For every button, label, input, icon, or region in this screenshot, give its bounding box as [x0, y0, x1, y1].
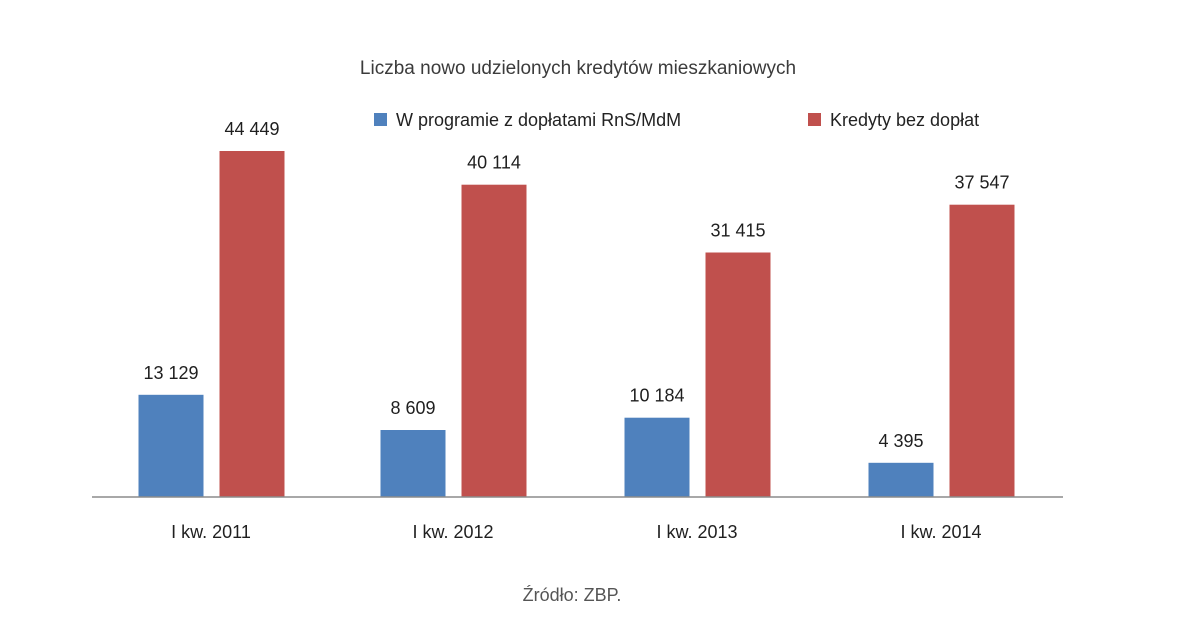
x-tick-label-2: I kw. 2012	[412, 522, 493, 542]
bar-series2-2	[461, 184, 527, 497]
data-label-series2-4: 37 547	[954, 173, 1009, 193]
bar-series2-3	[705, 252, 771, 497]
data-label-series1-4: 4 395	[878, 431, 923, 451]
data-label-series2-3: 31 415	[710, 221, 765, 241]
x-tick-label-1: I kw. 2011	[171, 522, 251, 542]
bar-series1-1	[138, 394, 204, 497]
bar-series2-4	[949, 204, 1015, 497]
source-note: Źródło: ZBP.	[523, 585, 622, 605]
x-tick-label-3: I kw. 2013	[656, 522, 737, 542]
legend-swatch-2	[808, 113, 821, 126]
data-label-series2-2: 40 114	[467, 153, 521, 173]
bars-group	[138, 151, 1015, 497]
legend-label-2: Kredyty bez dopłat	[830, 110, 979, 130]
data-label-series1-1: 13 129	[143, 363, 198, 383]
data-label-series1-2: 8 609	[390, 398, 435, 418]
bar-series1-2	[380, 430, 446, 497]
legend-label-1: W programie z dopłatami RnS/MdM	[396, 110, 681, 130]
data-label-series2-1: 44 449	[224, 119, 279, 139]
data-labels-group: 13 129 8 609 10 184 4 395 44 449 40 114 31 415…	[143, 119, 1009, 451]
x-tick-label-4: I kw. 2014	[900, 522, 981, 542]
x-tick-labels: I kw. 2011 I kw. 2012 I kw. 2013 I kw. 2014	[171, 522, 981, 542]
chart-title: Liczba nowo udzielonych kredytów mieszka…	[360, 58, 796, 79]
legend: W programie z dopłatami RnS/MdM Kredyty b…	[374, 110, 979, 130]
bar-series1-4	[868, 462, 934, 497]
bar-series2-1	[219, 151, 285, 497]
bar-series1-3	[624, 417, 690, 497]
data-label-series1-3: 10 184	[629, 386, 684, 406]
legend-swatch-1	[374, 113, 387, 126]
